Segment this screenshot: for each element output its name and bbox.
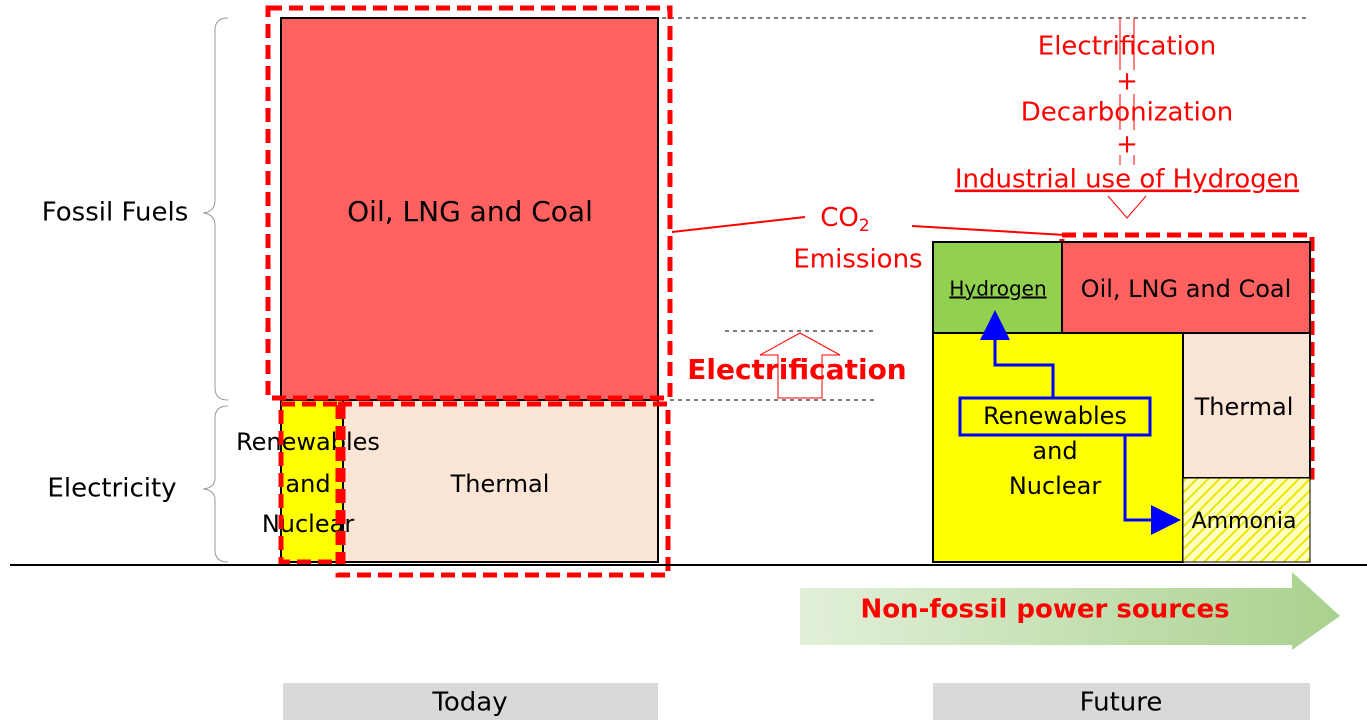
text: Electrification	[1038, 32, 1216, 62]
text: Decarbonization	[1021, 98, 1233, 128]
text: Hydrogen	[949, 277, 1046, 301]
brace	[202, 405, 229, 563]
text: Oil, LNG and Coal	[1081, 275, 1292, 303]
block	[280, 17, 659, 401]
text: and	[1032, 437, 1077, 465]
arrow	[1123, 435, 1181, 535]
text: Emissions	[793, 245, 922, 275]
arrow	[980, 310, 1055, 398]
caption-bg	[283, 683, 658, 720]
text: +	[1116, 130, 1138, 160]
arrow-shaft	[1119, 18, 1135, 165]
caption: Future	[1080, 688, 1163, 718]
text: Industrial use of Hydrogen	[955, 165, 1299, 195]
label: Fossil Fuels	[42, 198, 189, 228]
block	[1061, 241, 1311, 334]
arrow	[759, 332, 841, 399]
block	[1182, 477, 1311, 563]
text: Oil, LNG and Coal	[347, 195, 593, 228]
text: Ammonia	[1192, 509, 1297, 534]
text: CO2	[820, 203, 869, 237]
connector	[911, 225, 1066, 236]
text: Thermal	[450, 470, 550, 498]
brace	[202, 17, 229, 401]
text: Thermal	[1194, 393, 1294, 421]
caption: Today	[431, 688, 507, 718]
label: Electricity	[47, 474, 176, 504]
text: Electrification	[687, 353, 907, 386]
text: Nuclear	[1009, 472, 1102, 500]
caption-bg	[933, 683, 1310, 720]
arrow	[800, 572, 1340, 650]
block	[1182, 332, 1311, 479]
text: and	[285, 470, 330, 498]
note: Electrification + Decarbonization + Indu…	[955, 32, 1299, 195]
connector	[671, 216, 806, 233]
text: Renewables	[983, 402, 1127, 430]
block	[280, 399, 344, 563]
text: +	[1116, 67, 1138, 97]
block	[342, 399, 659, 563]
arrow	[1107, 195, 1147, 219]
text: Non-fossil power sources	[860, 595, 1229, 625]
dashed-outline	[265, 5, 1315, 578]
block	[932, 332, 1184, 563]
ref-lines	[662, 17, 1310, 401]
text: Renewables	[236, 428, 380, 456]
highlight	[958, 396, 1152, 437]
